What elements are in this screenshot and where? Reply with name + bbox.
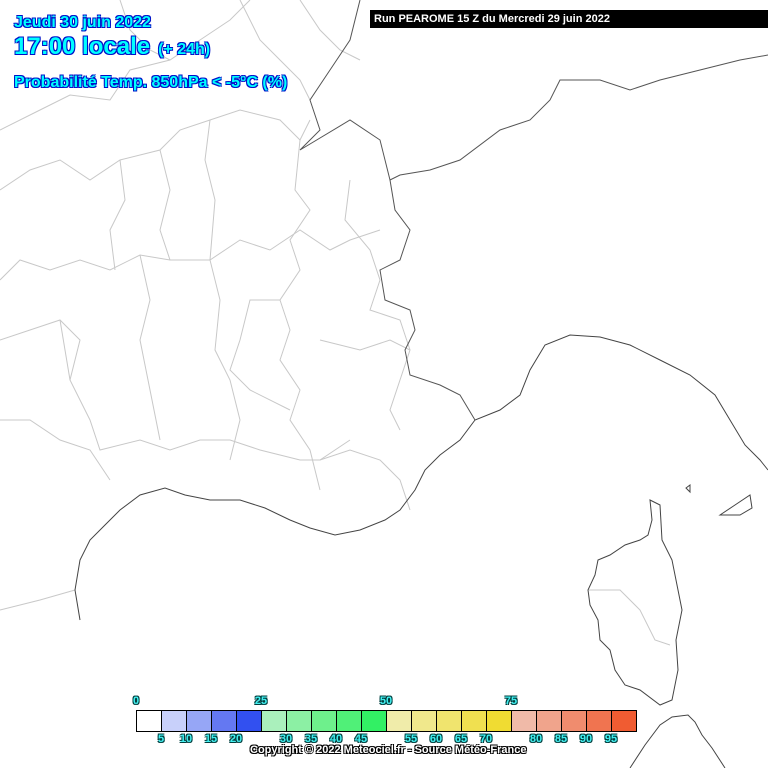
legend-label-bottom: 60 [429, 733, 443, 745]
legend-cell [387, 711, 412, 731]
legend-label-bottom: 15 [204, 733, 218, 745]
legend-cell [337, 711, 362, 731]
legend-cell [312, 711, 337, 731]
coastline [74, 334, 768, 768]
color-legend [136, 710, 637, 732]
forecast-time-label: 17:00 locale [14, 33, 151, 60]
legend-label-bottom: 40 [329, 733, 343, 745]
department-borders [0, 0, 671, 646]
legend-cell [287, 711, 312, 731]
legend-label-top: 50 [379, 695, 393, 707]
legend-label-bottom: 65 [454, 733, 468, 745]
legend-cell [237, 711, 262, 731]
forecast-offset: (+ 24h) [158, 41, 211, 58]
copyright: Copyright © 2022 Meteociel.fr - Source M… [250, 744, 527, 756]
legend-label-bottom: 90 [579, 733, 593, 745]
legend-cell [562, 711, 587, 731]
legend-cell [462, 711, 487, 731]
legend-cell [612, 711, 636, 731]
forecast-time: 17:00 locale (+ 24h) [14, 33, 210, 61]
legend-label-bottom: 70 [479, 733, 493, 745]
legend-label-bottom: 45 [354, 733, 368, 745]
legend-cell [537, 711, 562, 731]
legend-label-bottom: 55 [404, 733, 418, 745]
legend-cell [212, 711, 237, 731]
legend-cell [187, 711, 212, 731]
legend-label-bottom: 10 [179, 733, 193, 745]
legend-label-bottom: 85 [554, 733, 568, 745]
legend-cell [587, 711, 612, 731]
country-borders [299, 0, 768, 421]
legend-cell [412, 711, 437, 731]
legend-label-bottom: 5 [157, 733, 165, 745]
legend-label-bottom: 30 [279, 733, 293, 745]
legend-label-top: 75 [504, 695, 518, 707]
forecast-date: Jeudi 30 juin 2022 [14, 14, 151, 31]
legend-label-top: 25 [254, 695, 268, 707]
legend-cell [262, 711, 287, 731]
legend-label-bottom: 20 [229, 733, 243, 745]
legend-cell [137, 711, 162, 731]
legend-label-bottom: 95 [604, 733, 618, 745]
run-banner: Run PEAROME 15 Z du Mercredi 29 juin 202… [370, 10, 768, 28]
parameter-title: Probabilité Temp. 850hPa < -5°C (%) [14, 74, 288, 91]
legend-cell [362, 711, 387, 731]
legend-cell [512, 711, 537, 731]
legend-cell [437, 711, 462, 731]
legend-cell [487, 711, 512, 731]
legend-label-top: 0 [132, 695, 140, 707]
legend-label-bottom: 80 [529, 733, 543, 745]
legend-label-bottom: 35 [304, 733, 318, 745]
legend-cell [162, 711, 187, 731]
